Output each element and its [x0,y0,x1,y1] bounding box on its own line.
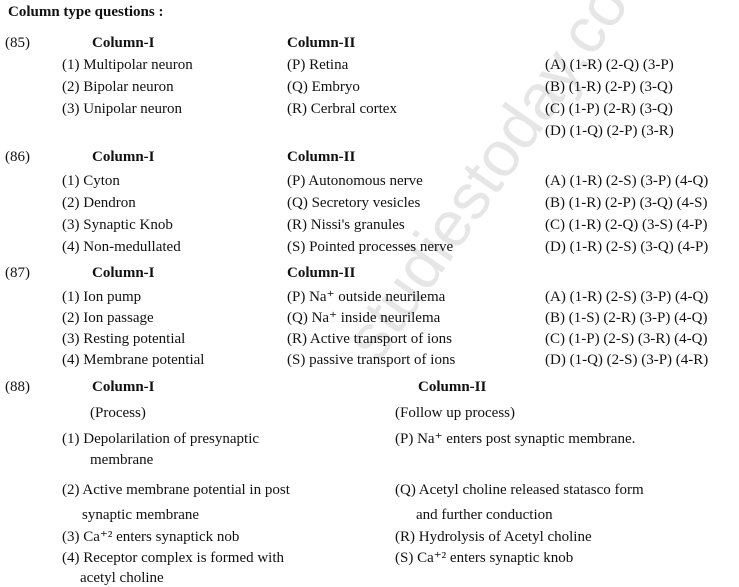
column-2-header: Column-II [287,149,356,165]
column-2-item: (P) Na⁺ enters post synaptic membrane. [395,431,636,447]
answer-option: (C) (1-P) (2-R) (3-Q) [545,101,673,117]
column-1-item: acetyl choline [80,570,164,586]
column-1-item: (3) Unipolar neuron [62,101,182,117]
column-1-item: synaptic membrane [82,507,200,523]
answer-option: (B) (1-R) (2-P) (3-Q) (4-S) [545,195,708,211]
answer-option: (D) (1-Q) (2-S) (3-P) (4-R) [545,352,709,368]
answer-option: (B) (1-R) (2-P) (3-Q) [545,79,673,95]
column-1-header: Column-I [92,379,155,395]
column-1-item: (1) Multipolar neuron [62,57,193,73]
column-1-item: (3) Ca⁺² enters synaptick nob [62,529,240,545]
column-2-item: (P) Retina [287,57,349,73]
column-2-item: (P) Na⁺ outside neurilema [287,289,446,305]
column-2-header: Column-II [287,35,356,51]
column-1-item: (2) Ion passage [62,310,154,326]
column-2-item: (R) Hydrolysis of Acetyl choline [395,529,592,545]
question-number: (87) [5,265,30,281]
column-1-header: Column-I [92,149,155,165]
answer-option: (C) (1-P) (2-S) (3-R) (4-Q) [545,331,708,347]
column-2-item: (P) Autonomous nerve [287,173,423,189]
column-1-item: (3) Resting potential [62,331,186,347]
answer-option: (B) (1-S) (2-R) (3-P) (4-Q) [545,310,708,326]
answer-option: (C) (1-R) (2-Q) (3-S) (4-P) [545,217,708,233]
column-2-subheader: (Follow up process) [395,405,515,421]
column-2-item: (S) passive transport of ions [287,352,456,368]
column-1-item: (4) Membrane potential [62,352,205,368]
column-2-header: Column-II [418,379,487,395]
column-1-item: (1) Depolarilation of presynaptic [62,431,260,447]
column-2-item: (Q) Secretory vesicles [287,195,421,211]
column-2-item: (R) Active transport of ions [287,331,452,347]
question-number: (88) [5,379,30,395]
column-1-item: (3) Synaptic Knob [62,217,173,233]
question-number: (85) [5,35,30,51]
column-2-item: (Q) Acetyl choline released statasco for… [395,482,644,498]
column-1-item: (1) Ion pump [62,289,142,305]
column-1-header: Column-I [92,265,155,281]
column-1-item: (2) Bipolar neuron [62,79,174,95]
column-1-item: membrane [90,452,154,468]
column-2-item: and further conduction [416,507,553,523]
column-2-item: (S) Ca⁺² enters synaptic knob [395,550,574,566]
answer-option: (D) (1-R) (2-S) (3-Q) (4-P) [545,239,709,255]
section-title: Column type questions : [8,4,164,20]
column-2-item: (Q) Na⁺ inside neurilema [287,310,441,326]
column-2-item: (Q) Embryo [287,79,360,95]
column-1-item: (4) Receptor complex is formed with [62,550,285,566]
answer-option: (A) (1-R) (2-Q) (3-P) [545,57,674,73]
column-1-item: (4) Non-medullated [62,239,181,255]
column-2-header: Column-II [287,265,356,281]
column-2-item: (S) Pointed processes nerve [287,239,454,255]
column-1-header: Column-I [92,35,155,51]
column-1-item: (1) Cyton [62,173,120,189]
question-number: (86) [5,149,30,165]
answer-option: (A) (1-R) (2-S) (3-P) (4-Q) [545,173,709,189]
column-1-subheader: (Process) [90,405,146,421]
column-2-item: (R) Cerbral cortex [287,101,397,117]
column-2-item: (R) Nissi's granules [287,217,405,233]
answer-option: (A) (1-R) (2-S) (3-P) (4-Q) [545,289,709,305]
answer-option: (D) (1-Q) (2-P) (3-R) [545,123,674,139]
column-1-item: (2) Active membrane potential in post [62,482,290,498]
column-1-item: (2) Dendron [62,195,136,211]
